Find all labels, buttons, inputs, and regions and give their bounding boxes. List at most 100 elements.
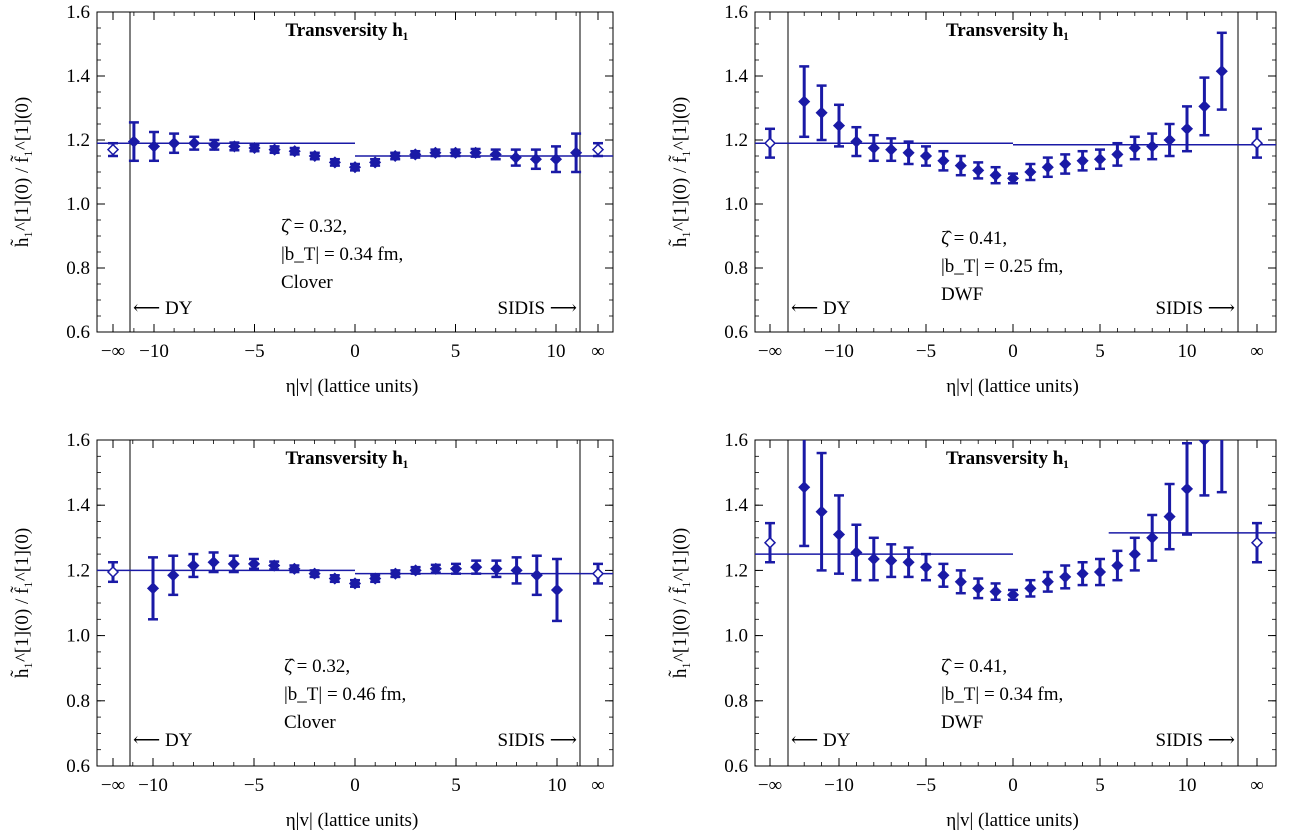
data-point	[268, 559, 281, 572]
data-point	[1198, 440, 1211, 447]
data-series	[97, 121, 613, 174]
data-point	[902, 556, 915, 569]
data-point	[208, 138, 221, 151]
x-tick-label: ∞	[591, 775, 605, 796]
y-axis-label: h̃₁^[1](0) / f̃₁^[1](0)	[667, 97, 691, 247]
data-series	[755, 31, 1276, 185]
data-point	[389, 567, 402, 580]
data-point	[268, 143, 281, 156]
data-point	[328, 572, 341, 585]
data-point	[429, 146, 442, 159]
y-tick-label: 0.8	[724, 691, 748, 712]
y-tick-label: 1.2	[724, 130, 748, 151]
data-point	[972, 582, 985, 595]
y-tick-label: 1.0	[724, 194, 748, 215]
data-point	[850, 546, 863, 559]
x-tick-label: 10	[548, 775, 567, 796]
limit-point	[591, 567, 605, 580]
data-point	[389, 149, 402, 163]
data-point	[885, 143, 898, 156]
parameter-annotation: |b_T| = 0.25 fm,	[941, 256, 1063, 277]
data-point	[167, 569, 180, 582]
x-tick-label: −∞	[101, 775, 125, 796]
data-point	[1180, 482, 1194, 495]
data-point	[885, 554, 898, 567]
data-point	[509, 151, 522, 164]
data-point	[409, 564, 422, 577]
parameter-annotation: |b_T| = 0.34 fm,	[281, 244, 403, 265]
data-point	[348, 161, 362, 174]
data-point	[989, 585, 1002, 598]
data-point	[1128, 548, 1141, 561]
data-point	[954, 575, 967, 588]
data-point	[1163, 133, 1176, 147]
data-point	[187, 559, 200, 572]
data-point	[937, 569, 950, 582]
x-tick-label: 5	[451, 775, 461, 796]
x-tick-label: 0	[350, 341, 360, 362]
x-tick-label: 0	[1008, 775, 1018, 796]
data-point	[127, 135, 140, 148]
data-point	[850, 135, 863, 148]
limit-point	[763, 536, 777, 549]
y-tick-label: 1.2	[724, 560, 748, 581]
y-tick-label: 1.4	[66, 66, 90, 87]
x-tick-label: 10	[1178, 341, 1197, 362]
parameter-annotation: |b_T| = 0.34 fm,	[941, 684, 1063, 705]
data-series	[97, 551, 613, 623]
data-point	[832, 528, 846, 541]
x-tick-label: ∞	[591, 341, 605, 362]
chart-title: Transversity h₁	[285, 20, 408, 41]
data-point	[1198, 100, 1211, 113]
data-point	[248, 141, 261, 155]
data-point	[549, 153, 563, 166]
data-point	[1215, 65, 1228, 78]
x-tick-label: 5	[1095, 341, 1105, 362]
limit-point	[763, 137, 777, 150]
data-point	[369, 156, 382, 169]
parameter-annotation: ζ̂ = 0.41,	[941, 228, 1007, 249]
x-axis-label: η|v| (lattice units)	[286, 376, 419, 397]
data-point	[1041, 161, 1054, 174]
data-point	[308, 149, 321, 163]
data-point	[490, 562, 503, 575]
x-tick-label: 0	[350, 775, 360, 796]
sidis-label: SIDIS ⟶	[498, 730, 578, 751]
data-point	[1076, 567, 1089, 580]
data-point	[227, 557, 240, 570]
chart-panel-4: 0.6 0.8 1.0 1.2 1.4 1.6 −∞ −10 −5 0 5 10 ∞ Transversi…	[667, 430, 1277, 831]
data-point	[1006, 172, 1020, 185]
limit-point	[591, 143, 605, 156]
data-point	[489, 148, 502, 161]
parameter-annotation: |b_T| = 0.46 fm,	[284, 684, 406, 705]
chart-panel-3: 0.6 0.8 1.0 1.2 1.4 1.6 −∞ −10 −5 0 5 10 ∞ Transversi…	[9, 430, 614, 831]
data-point	[168, 137, 181, 150]
chart-panel-1: 0.6 0.8 1.0 1.2 1.4 1.6 −∞ −10 −5 0 5 10 ∞ Transversi…	[9, 2, 614, 397]
x-tick-label: −5	[244, 341, 264, 362]
data-point	[1128, 141, 1141, 155]
data-point	[815, 505, 828, 518]
x-axis-label: η|v| (lattice units)	[946, 376, 1079, 397]
data-point	[937, 154, 950, 167]
x-axis-label: η|v| (lattice units)	[946, 810, 1079, 831]
data-point	[288, 562, 301, 575]
data-point	[989, 169, 1002, 182]
data-point	[1024, 165, 1037, 179]
y-tick-label: 0.6	[66, 322, 90, 343]
data-point	[1006, 588, 1020, 601]
data-point	[972, 164, 985, 177]
parameter-annotation: Clover	[284, 712, 336, 733]
limit-point	[1250, 536, 1264, 549]
data-point	[954, 159, 967, 172]
data-point	[288, 145, 301, 158]
x-tick-label: −∞	[101, 341, 125, 362]
data-point	[1146, 140, 1159, 153]
y-tick-label: 1.4	[66, 495, 90, 516]
y-tick-label: 1.0	[724, 626, 748, 647]
x-tick-label: 10	[547, 341, 566, 362]
data-point	[1059, 157, 1072, 171]
data-point	[207, 556, 220, 569]
x-tick-label: 10	[1178, 775, 1197, 796]
data-point	[815, 106, 828, 119]
x-tick-label: −5	[916, 341, 936, 362]
